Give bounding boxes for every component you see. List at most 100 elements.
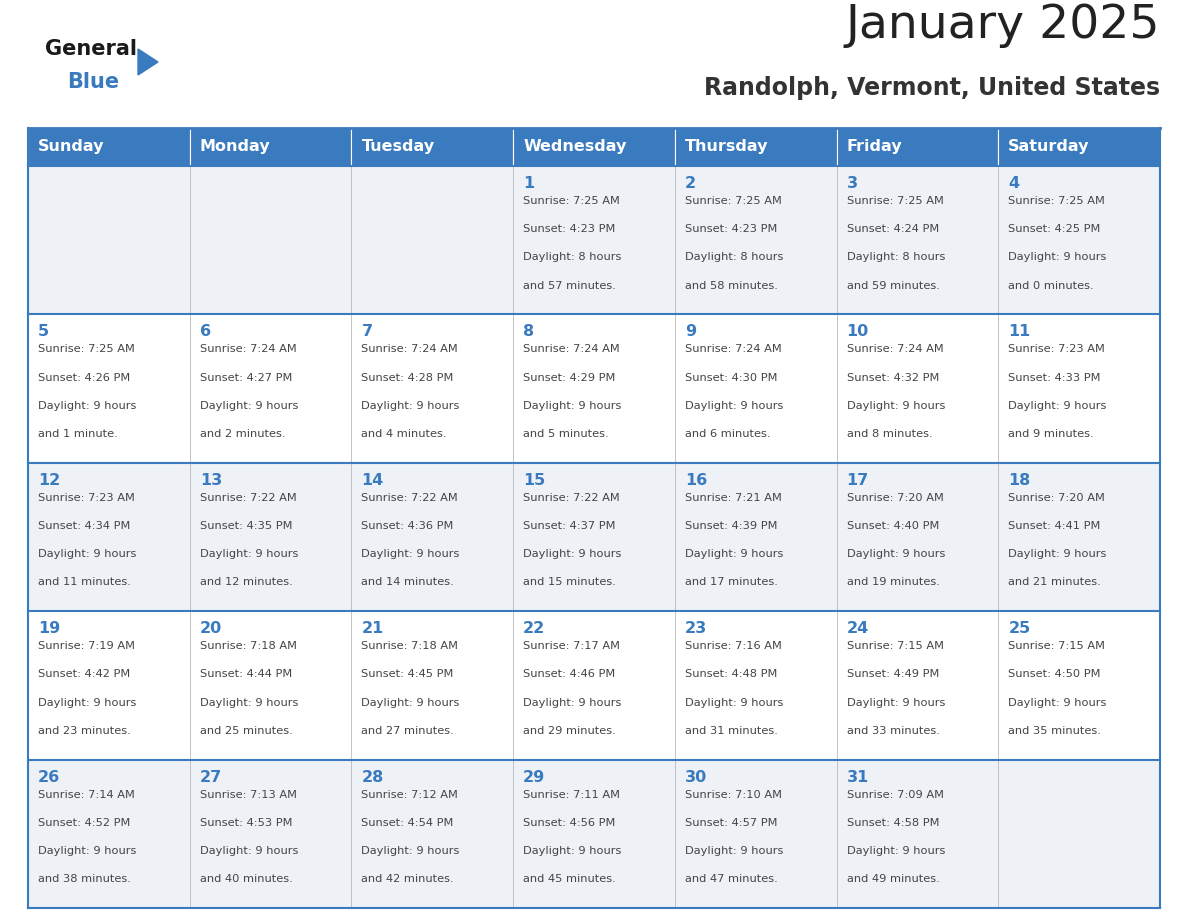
Bar: [190, 463, 352, 611]
Text: Sunrise: 7:20 AM: Sunrise: 7:20 AM: [847, 493, 943, 503]
Text: Sunset: 4:28 PM: Sunset: 4:28 PM: [361, 373, 454, 383]
Bar: [998, 759, 1159, 908]
Bar: [998, 463, 1159, 611]
Text: and 12 minutes.: and 12 minutes.: [200, 577, 292, 588]
Text: Sunrise: 7:25 AM: Sunrise: 7:25 AM: [523, 196, 620, 206]
Text: Sunset: 4:57 PM: Sunset: 4:57 PM: [684, 818, 777, 828]
Text: Sunset: 4:37 PM: Sunset: 4:37 PM: [523, 521, 615, 531]
Text: Sunrise: 7:24 AM: Sunrise: 7:24 AM: [200, 344, 297, 354]
Text: and 29 minutes.: and 29 minutes.: [523, 726, 615, 735]
Bar: [190, 314, 352, 463]
Bar: [675, 611, 836, 759]
Text: Daylight: 8 hours: Daylight: 8 hours: [523, 252, 621, 263]
Bar: [513, 128, 675, 166]
Text: 9: 9: [684, 324, 696, 340]
Text: 22: 22: [523, 621, 545, 636]
Text: Sunrise: 7:09 AM: Sunrise: 7:09 AM: [847, 789, 943, 800]
Bar: [513, 463, 675, 611]
Text: and 2 minutes.: and 2 minutes.: [200, 429, 285, 439]
Text: Sunrise: 7:23 AM: Sunrise: 7:23 AM: [1009, 344, 1105, 354]
Text: Daylight: 9 hours: Daylight: 9 hours: [523, 401, 621, 410]
Text: Sunrise: 7:15 AM: Sunrise: 7:15 AM: [1009, 641, 1105, 651]
Text: Sunrise: 7:22 AM: Sunrise: 7:22 AM: [523, 493, 620, 503]
Text: Sunrise: 7:25 AM: Sunrise: 7:25 AM: [847, 196, 943, 206]
Text: 17: 17: [847, 473, 868, 487]
Text: Sunrise: 7:13 AM: Sunrise: 7:13 AM: [200, 789, 297, 800]
Text: 1: 1: [523, 176, 535, 191]
Text: and 8 minutes.: and 8 minutes.: [847, 429, 933, 439]
Text: 30: 30: [684, 769, 707, 785]
Text: and 57 minutes.: and 57 minutes.: [523, 281, 617, 291]
Text: Daylight: 9 hours: Daylight: 9 hours: [523, 846, 621, 856]
Text: 20: 20: [200, 621, 222, 636]
Bar: [513, 611, 675, 759]
Text: 21: 21: [361, 621, 384, 636]
Text: Daylight: 9 hours: Daylight: 9 hours: [1009, 252, 1107, 263]
Bar: [190, 166, 352, 314]
Polygon shape: [138, 49, 158, 75]
Text: and 58 minutes.: and 58 minutes.: [684, 281, 778, 291]
Text: Daylight: 8 hours: Daylight: 8 hours: [684, 252, 783, 263]
Text: Sunrise: 7:25 AM: Sunrise: 7:25 AM: [1009, 196, 1105, 206]
Bar: [29, 463, 190, 611]
Text: Daylight: 9 hours: Daylight: 9 hours: [361, 549, 460, 559]
Text: Sunday: Sunday: [38, 140, 105, 154]
Bar: [836, 314, 998, 463]
Text: Sunset: 4:24 PM: Sunset: 4:24 PM: [847, 224, 939, 234]
Text: Sunrise: 7:24 AM: Sunrise: 7:24 AM: [523, 344, 620, 354]
Text: Daylight: 9 hours: Daylight: 9 hours: [684, 846, 783, 856]
Text: 14: 14: [361, 473, 384, 487]
Bar: [675, 463, 836, 611]
Bar: [836, 128, 998, 166]
Bar: [29, 128, 190, 166]
Text: Daylight: 9 hours: Daylight: 9 hours: [200, 549, 298, 559]
Bar: [513, 759, 675, 908]
Text: Sunrise: 7:25 AM: Sunrise: 7:25 AM: [684, 196, 782, 206]
Text: Daylight: 9 hours: Daylight: 9 hours: [847, 401, 944, 410]
Bar: [190, 759, 352, 908]
Text: and 25 minutes.: and 25 minutes.: [200, 726, 292, 735]
Text: Sunrise: 7:23 AM: Sunrise: 7:23 AM: [38, 493, 135, 503]
Text: 15: 15: [523, 473, 545, 487]
Text: Sunrise: 7:19 AM: Sunrise: 7:19 AM: [38, 641, 135, 651]
Text: and 0 minutes.: and 0 minutes.: [1009, 281, 1094, 291]
Text: Sunset: 4:27 PM: Sunset: 4:27 PM: [200, 373, 292, 383]
Bar: [675, 314, 836, 463]
Text: and 40 minutes.: and 40 minutes.: [200, 874, 292, 884]
Text: and 35 minutes.: and 35 minutes.: [1009, 726, 1101, 735]
Bar: [352, 611, 513, 759]
Text: Sunset: 4:44 PM: Sunset: 4:44 PM: [200, 669, 292, 679]
Text: and 45 minutes.: and 45 minutes.: [523, 874, 615, 884]
Text: and 27 minutes.: and 27 minutes.: [361, 726, 454, 735]
Text: Daylight: 9 hours: Daylight: 9 hours: [684, 401, 783, 410]
Bar: [675, 166, 836, 314]
Text: Daylight: 9 hours: Daylight: 9 hours: [684, 698, 783, 708]
Text: Daylight: 9 hours: Daylight: 9 hours: [38, 698, 137, 708]
Bar: [29, 166, 190, 314]
Text: Friday: Friday: [847, 140, 902, 154]
Text: Daylight: 9 hours: Daylight: 9 hours: [847, 549, 944, 559]
Text: Sunrise: 7:12 AM: Sunrise: 7:12 AM: [361, 789, 459, 800]
Text: and 9 minutes.: and 9 minutes.: [1009, 429, 1094, 439]
Text: and 15 minutes.: and 15 minutes.: [523, 577, 617, 588]
Text: Daylight: 9 hours: Daylight: 9 hours: [361, 401, 460, 410]
Text: Daylight: 9 hours: Daylight: 9 hours: [847, 698, 944, 708]
Text: Sunset: 4:41 PM: Sunset: 4:41 PM: [1009, 521, 1100, 531]
Text: 31: 31: [847, 769, 868, 785]
Text: Sunrise: 7:14 AM: Sunrise: 7:14 AM: [38, 789, 135, 800]
Text: Sunset: 4:36 PM: Sunset: 4:36 PM: [361, 521, 454, 531]
Text: Monday: Monday: [200, 140, 271, 154]
Text: Sunset: 4:23 PM: Sunset: 4:23 PM: [684, 224, 777, 234]
Text: 10: 10: [847, 324, 868, 340]
Bar: [836, 166, 998, 314]
Text: 13: 13: [200, 473, 222, 487]
Text: 4: 4: [1009, 176, 1019, 191]
Bar: [352, 463, 513, 611]
Text: Sunset: 4:40 PM: Sunset: 4:40 PM: [847, 521, 939, 531]
Text: and 5 minutes.: and 5 minutes.: [523, 429, 608, 439]
Text: and 4 minutes.: and 4 minutes.: [361, 429, 447, 439]
Text: Sunset: 4:32 PM: Sunset: 4:32 PM: [847, 373, 939, 383]
Text: Sunrise: 7:24 AM: Sunrise: 7:24 AM: [361, 344, 459, 354]
Text: and 17 minutes.: and 17 minutes.: [684, 577, 778, 588]
Text: and 49 minutes.: and 49 minutes.: [847, 874, 940, 884]
